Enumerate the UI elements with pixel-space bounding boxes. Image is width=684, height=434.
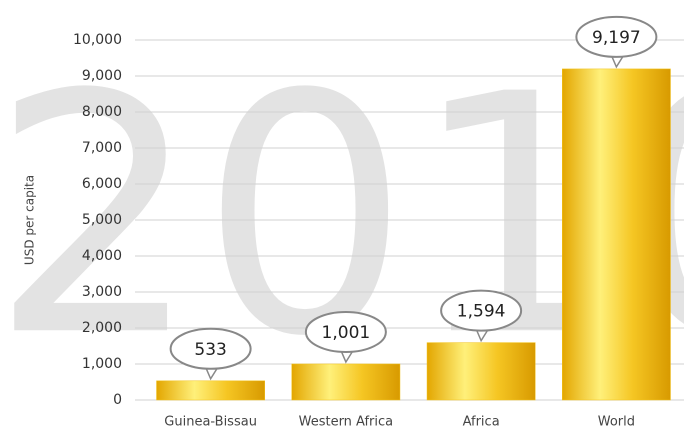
bar <box>427 343 535 400</box>
x-tick-label: Africa <box>463 415 500 430</box>
y-tick-label: 4,000 <box>82 248 122 264</box>
y-tick-label: 0 <box>113 392 122 408</box>
value-label: 1,001 <box>322 323 371 343</box>
y-tick-label: 5,000 <box>82 212 122 228</box>
value-label: 9,197 <box>592 28 641 48</box>
y-tick-label: 6,000 <box>82 176 122 192</box>
y-axis-label: USD per capita <box>23 175 37 265</box>
x-tick-label: Guinea-Bissau <box>164 415 257 430</box>
y-tick-label: 7,000 <box>82 140 122 156</box>
x-tick-label: World <box>598 415 635 430</box>
y-tick-label: 2,000 <box>82 320 122 336</box>
y-tick-label: 1,000 <box>82 356 122 372</box>
x-tick-label: Western Africa <box>299 415 394 430</box>
bar <box>562 69 670 400</box>
bar <box>292 364 400 400</box>
bar <box>157 381 265 400</box>
y-tick-label: 8,000 <box>82 104 122 120</box>
y-tick-label: 3,000 <box>82 284 122 300</box>
value-label: 533 <box>194 340 226 360</box>
value-label: 1,594 <box>457 302 506 322</box>
chart: 2010 USD per capita 01,0002,0003,0004,00… <box>0 0 684 434</box>
y-tick-label: 9,000 <box>82 68 122 84</box>
y-tick-label: 10,000 <box>73 32 122 48</box>
